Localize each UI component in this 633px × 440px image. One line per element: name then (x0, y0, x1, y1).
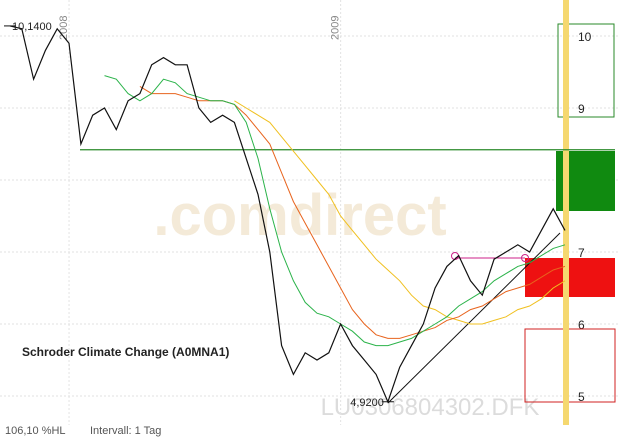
y-tick-label: 9 (578, 102, 585, 116)
watermark: .comdirect (153, 183, 446, 248)
price-line (9, 25, 566, 404)
annotation-label: 10,1400 (12, 21, 52, 33)
y-tick-label: 5 (578, 390, 585, 404)
x-tick-label: 2009 (330, 16, 342, 40)
touch-point (521, 254, 529, 262)
footer-interval: Intervall: 1 Tag (90, 425, 161, 437)
footer-scale: 106,10 %HL (5, 425, 66, 437)
grid: 567891020082009 (0, 0, 620, 425)
symbol-watermark: LU0306804302.DFK (321, 394, 540, 421)
y-tick-label: 10 (578, 30, 592, 44)
annotation-label: 4,9200 (350, 397, 384, 409)
y-tick-label: 6 (578, 318, 585, 332)
stop-zone (525, 258, 615, 297)
target-zone (557, 23, 615, 118)
moving-average (234, 100, 566, 325)
chart-title: Schroder Climate Change (A0MNA1) (22, 345, 229, 359)
plot: 10,1400 4,9200 (4, 21, 615, 409)
current-marker (563, 0, 569, 425)
y-tick-label: 7 (578, 246, 585, 260)
moving-average (104, 75, 566, 347)
stop-zone (524, 328, 616, 403)
